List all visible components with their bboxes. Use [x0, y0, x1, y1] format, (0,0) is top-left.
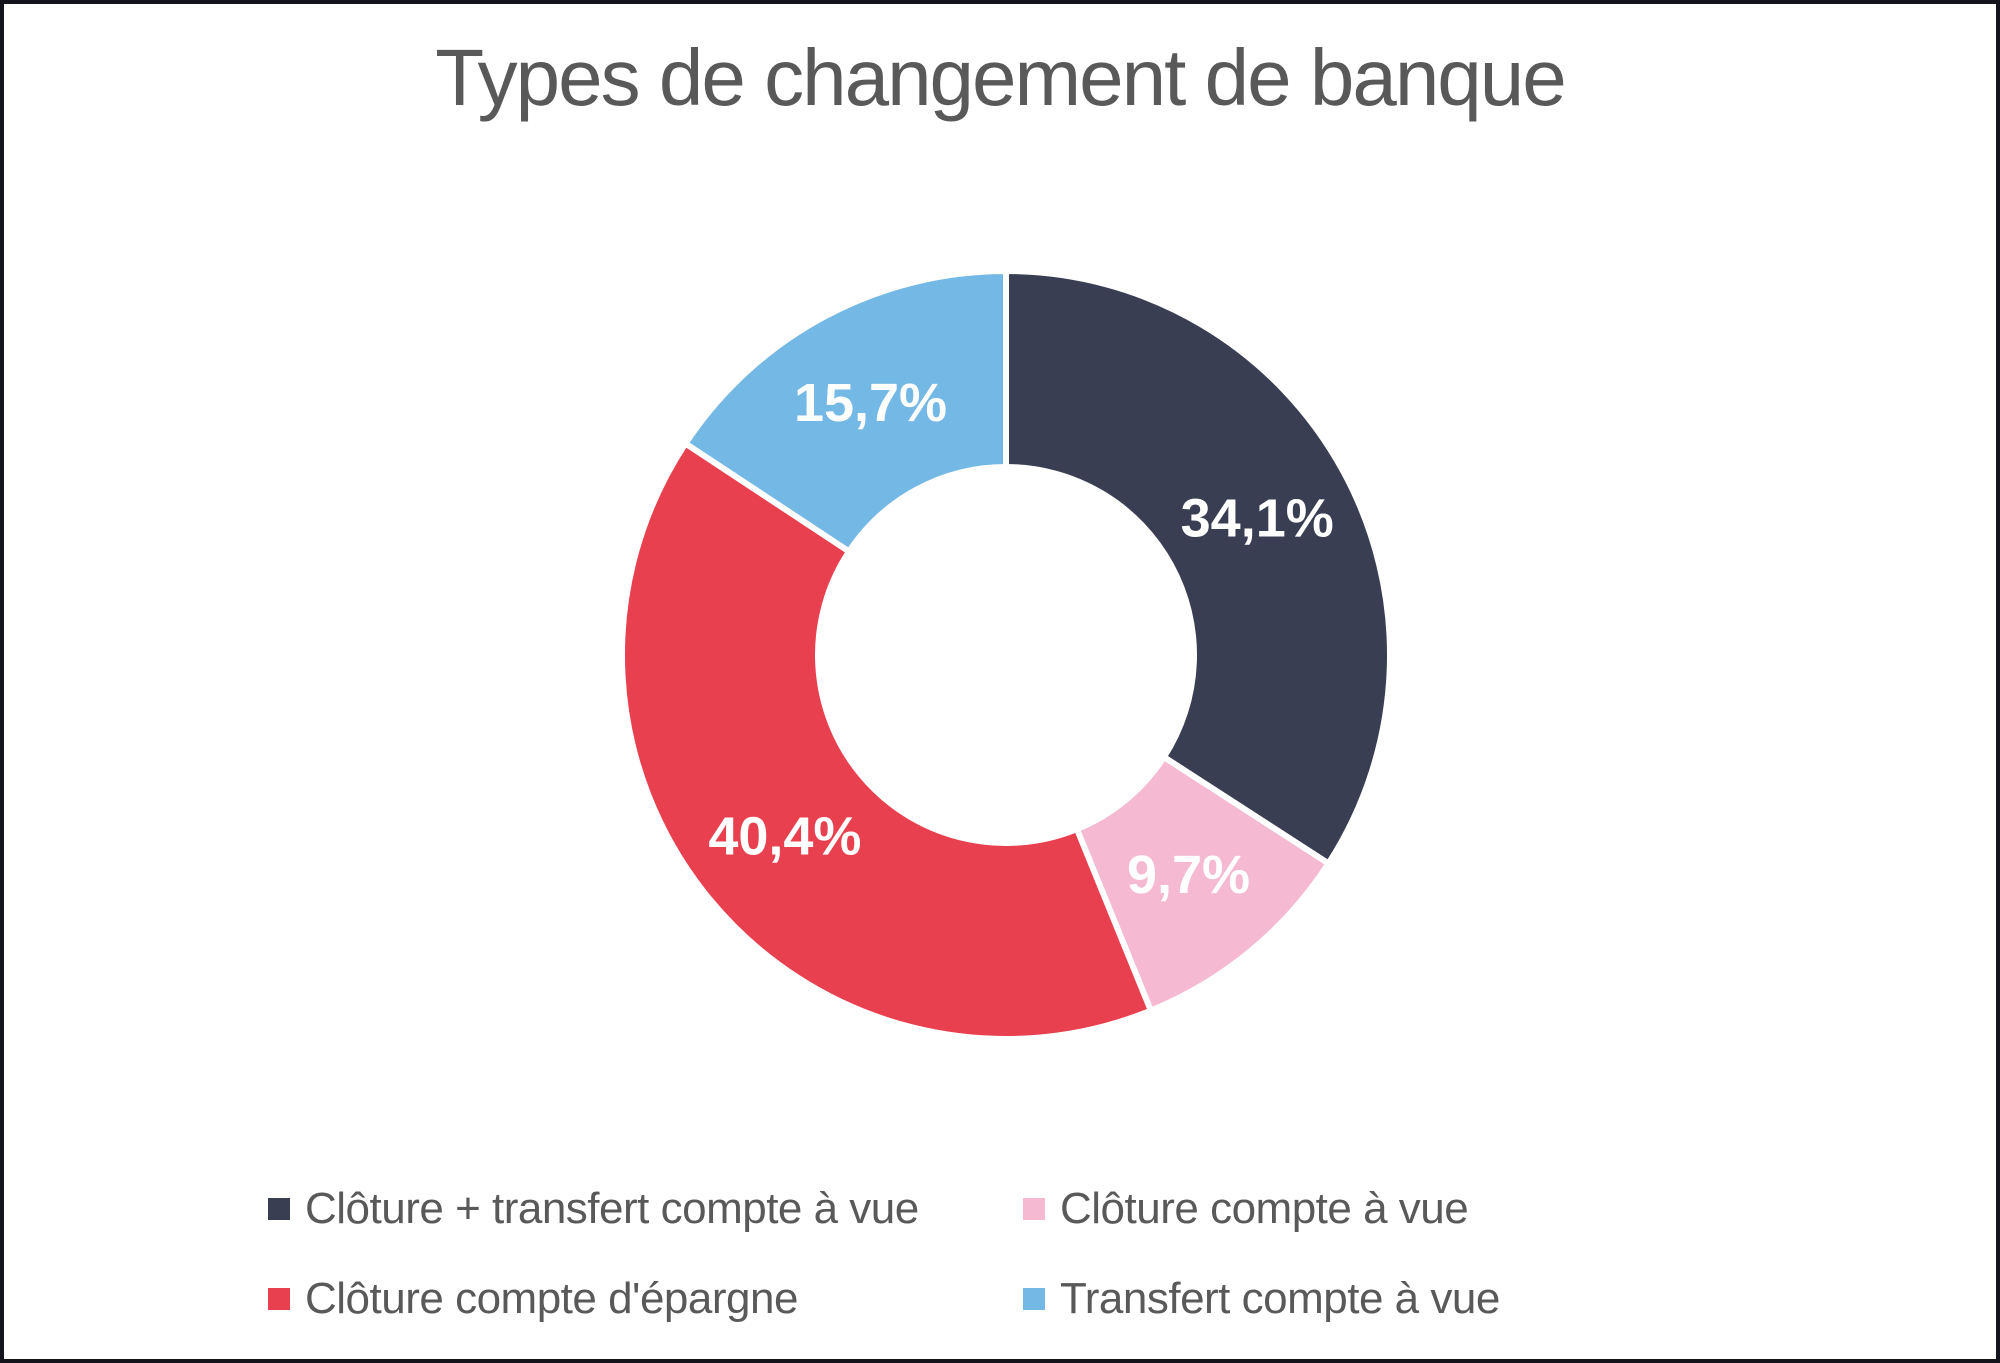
legend-swatch-icon [1023, 1198, 1045, 1220]
donut-slice-0 [1003, 268, 1393, 867]
donut-slice-2 [619, 440, 1154, 1042]
slice-value-label-2: 40,4% [708, 806, 861, 866]
slice-value-label-1: 9,7% [1127, 845, 1250, 905]
legend-label: Clôture compte à vue [1060, 1184, 1469, 1233]
donut-slice-3 [682, 268, 1009, 555]
legend-label: Clôture + transfert compte à vue [305, 1184, 919, 1233]
legend-swatch-icon [268, 1198, 290, 1220]
legend-item-cloture-compte-a-vue: Clôture compte à vue [1023, 1184, 1469, 1233]
donut-chart: 34,1% 9,7% 40,4% 15,7% [619, 268, 1393, 1042]
chart-title: Types de changement de banque [435, 33, 1567, 122]
legend-item-cloture-compte-epargne: Clôture compte d'épargne [268, 1274, 798, 1323]
legend-item-transfert-compte-a-vue: Transfert compte à vue [1023, 1274, 1500, 1323]
slice-value-label-3: 15,7% [794, 373, 947, 433]
legend-item-cloture-transfert-compte-a-vue: Clôture + transfert compte à vue [268, 1184, 919, 1233]
legend-label: Clôture compte d'épargne [305, 1274, 798, 1323]
legend-label: Transfert compte à vue [1060, 1274, 1500, 1323]
slice-value-label-0: 34,1% [1181, 488, 1334, 548]
legend-swatch-icon [1023, 1288, 1045, 1310]
legend-swatch-icon [268, 1288, 290, 1310]
